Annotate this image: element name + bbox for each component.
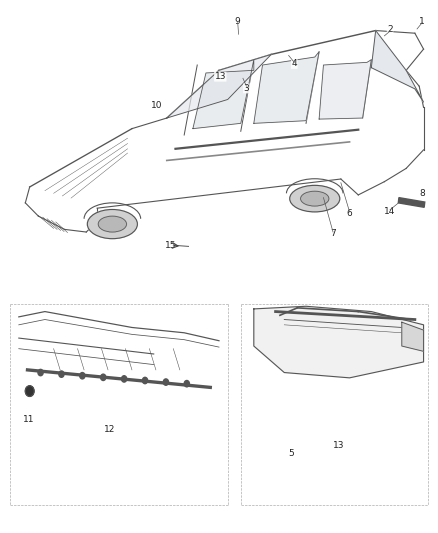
Text: 11: 11 (23, 415, 34, 424)
Polygon shape (319, 60, 371, 119)
Circle shape (59, 371, 64, 377)
Polygon shape (371, 30, 424, 102)
Text: 6: 6 (347, 209, 353, 218)
Circle shape (142, 377, 148, 384)
Polygon shape (254, 306, 424, 378)
Text: 14: 14 (385, 207, 396, 216)
Ellipse shape (87, 209, 138, 239)
Text: 4: 4 (291, 60, 297, 68)
Ellipse shape (290, 185, 340, 212)
Text: 15: 15 (166, 241, 177, 250)
Ellipse shape (98, 216, 127, 232)
Text: 12: 12 (104, 425, 115, 434)
Bar (398, 198, 425, 207)
Circle shape (121, 376, 127, 382)
Polygon shape (402, 322, 424, 351)
Text: 10: 10 (152, 101, 163, 110)
Circle shape (80, 373, 85, 379)
Circle shape (101, 374, 106, 381)
Circle shape (163, 379, 169, 385)
Text: 2: 2 (387, 25, 393, 34)
Text: 5: 5 (288, 449, 294, 458)
Circle shape (25, 386, 34, 397)
Polygon shape (254, 52, 319, 123)
Text: 13: 13 (333, 441, 344, 450)
Text: 8: 8 (420, 189, 426, 198)
Text: 9: 9 (235, 17, 240, 26)
Text: 1: 1 (419, 17, 425, 26)
Circle shape (184, 381, 189, 387)
Polygon shape (193, 60, 254, 128)
Text: 7: 7 (330, 229, 336, 238)
Polygon shape (167, 54, 271, 118)
Circle shape (38, 369, 43, 376)
Ellipse shape (300, 191, 329, 206)
Text: 3: 3 (244, 84, 249, 93)
Text: 13: 13 (215, 72, 226, 81)
